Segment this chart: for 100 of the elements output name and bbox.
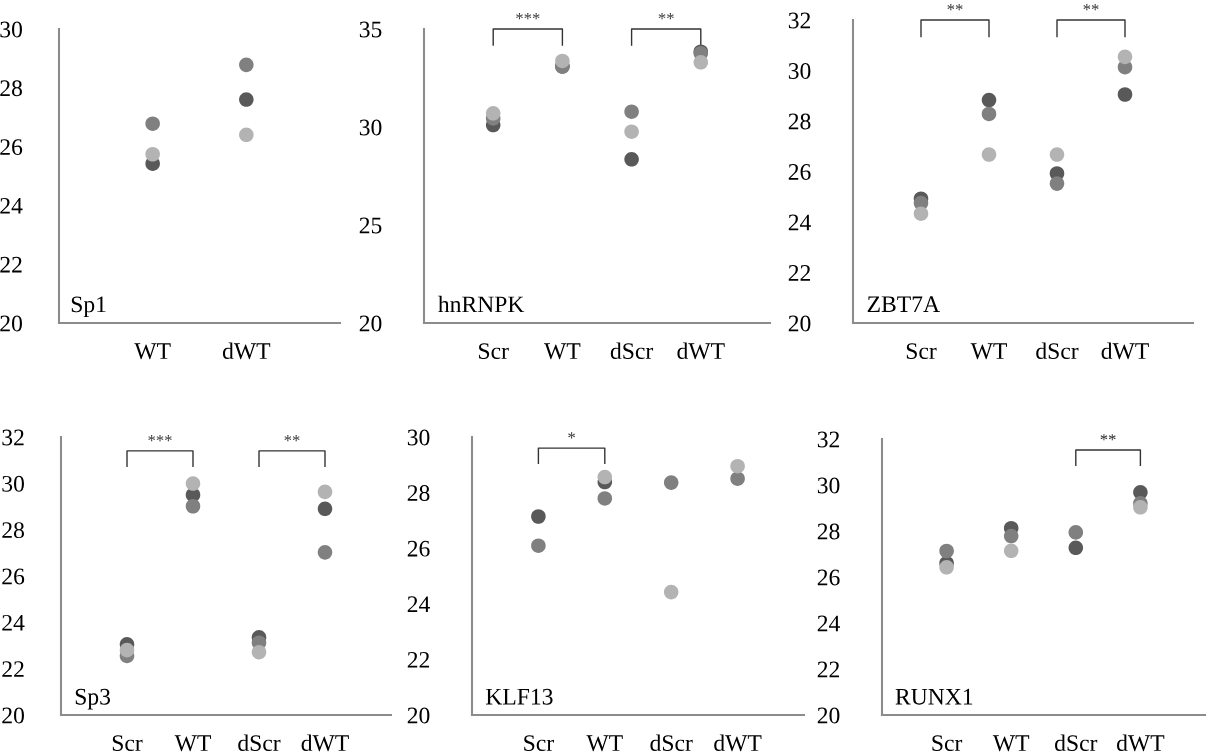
text: ** xyxy=(947,4,963,11)
x-tick-label: dScr xyxy=(1055,734,1098,752)
y-tick-label: 22 xyxy=(817,661,840,678)
annotation: ** xyxy=(1100,434,1116,441)
point xyxy=(531,509,546,524)
point xyxy=(251,644,267,660)
x-tick-label: dWT xyxy=(1117,734,1165,752)
text: hnRNPK xyxy=(438,295,525,313)
y-tick-label: 28 xyxy=(788,113,811,130)
point xyxy=(239,127,254,143)
y-tick-label: 32 xyxy=(788,12,811,29)
point xyxy=(1068,525,1084,540)
x-tick-label: WT xyxy=(544,343,581,360)
point xyxy=(555,53,570,69)
point xyxy=(485,106,501,121)
point xyxy=(939,560,954,575)
point xyxy=(1068,540,1084,556)
y-tick-label: 24 xyxy=(0,197,23,214)
y-tick-label: 22 xyxy=(407,651,430,668)
point xyxy=(317,501,333,517)
y-tick-label: 28 xyxy=(817,523,840,540)
y-tick-label: 26 xyxy=(2,568,25,585)
y-tick-label: 30 xyxy=(407,429,430,446)
y-tick-label: 30 xyxy=(788,62,811,79)
point xyxy=(185,498,201,514)
y-tick-label: 35 xyxy=(359,21,382,38)
y-tick-label: 24 xyxy=(407,596,430,612)
point xyxy=(145,146,160,162)
text: ZBT7A xyxy=(867,296,940,312)
point xyxy=(693,55,709,70)
y-tick-label: 24 xyxy=(788,214,811,231)
point xyxy=(730,458,745,474)
point xyxy=(1003,528,1019,544)
x-tick-label: WT xyxy=(992,735,1030,752)
y-tick-label: 26 xyxy=(788,164,811,180)
y-tick-label: 24 xyxy=(817,615,840,632)
point xyxy=(119,642,135,658)
point xyxy=(663,475,679,490)
point xyxy=(597,491,613,506)
point xyxy=(981,92,997,108)
y-tick-label: 30 xyxy=(817,477,840,494)
y-tick-label: 25 xyxy=(359,217,382,234)
y-tick-label: 30 xyxy=(359,119,382,136)
text: ** xyxy=(1083,4,1099,11)
point xyxy=(1049,176,1065,191)
point xyxy=(239,57,254,73)
annotation: ** xyxy=(284,435,300,442)
x-tick-label: dScr xyxy=(610,342,654,360)
point xyxy=(624,124,639,139)
y-tick-label: 28 xyxy=(0,80,22,97)
text: KLF13 xyxy=(485,688,553,705)
y-tick-label: 20 xyxy=(359,315,382,332)
text: Sp1 xyxy=(71,296,106,318)
x-tick-label: Scr xyxy=(906,343,937,360)
y-tick-label: 22 xyxy=(0,256,22,273)
x-tick-label: Scr xyxy=(112,735,143,752)
x-tick-label: Scr xyxy=(932,735,963,752)
point xyxy=(1133,500,1148,515)
y-tick-label: 32 xyxy=(2,429,24,446)
x-tick-label: dScr xyxy=(650,734,693,752)
x-tick-label: dScr xyxy=(1036,342,1079,360)
point xyxy=(913,206,929,221)
point xyxy=(185,476,201,491)
point xyxy=(317,484,333,500)
point xyxy=(663,584,679,600)
y-tick-label: 20 xyxy=(0,315,22,332)
x-tick-label: WT xyxy=(134,343,171,360)
y-tick-label: 32 xyxy=(817,431,840,448)
y-tick-label: 26 xyxy=(0,139,23,156)
y-tick-label: 26 xyxy=(407,540,430,557)
point xyxy=(1049,147,1065,162)
y-tick-label: 24 xyxy=(2,614,25,631)
y-tick-label: 20 xyxy=(788,315,811,332)
text: *** xyxy=(516,13,540,20)
x-tick-label: WT xyxy=(970,343,1007,360)
x-tick-label: Scr xyxy=(479,343,509,360)
point xyxy=(145,116,160,131)
point xyxy=(624,152,639,167)
text: ** xyxy=(658,13,674,20)
x-tick-label: WT xyxy=(586,735,623,752)
text: Sp3 xyxy=(75,688,111,710)
point xyxy=(531,538,546,553)
point xyxy=(1003,543,1019,559)
point xyxy=(981,147,997,162)
x-tick-label: WT xyxy=(174,735,211,752)
x-tick-label: dWT xyxy=(222,342,271,360)
point xyxy=(1117,49,1133,65)
x-tick-label: dScr xyxy=(238,734,281,752)
x-tick-label: dWT xyxy=(677,342,725,360)
y-tick-label: 20 xyxy=(407,707,430,724)
x-tick-label: dWT xyxy=(1101,342,1149,360)
y-tick-label: 22 xyxy=(2,661,24,677)
y-tick-label: 28 xyxy=(2,522,24,539)
point xyxy=(239,92,254,107)
annotation: * xyxy=(568,432,575,439)
x-tick-label: Scr xyxy=(524,735,554,752)
y-tick-label: 30 xyxy=(0,21,22,38)
y-tick-label: 30 xyxy=(2,475,24,492)
text: RUNX1 xyxy=(895,688,973,705)
x-tick-label: dWT xyxy=(714,734,762,752)
